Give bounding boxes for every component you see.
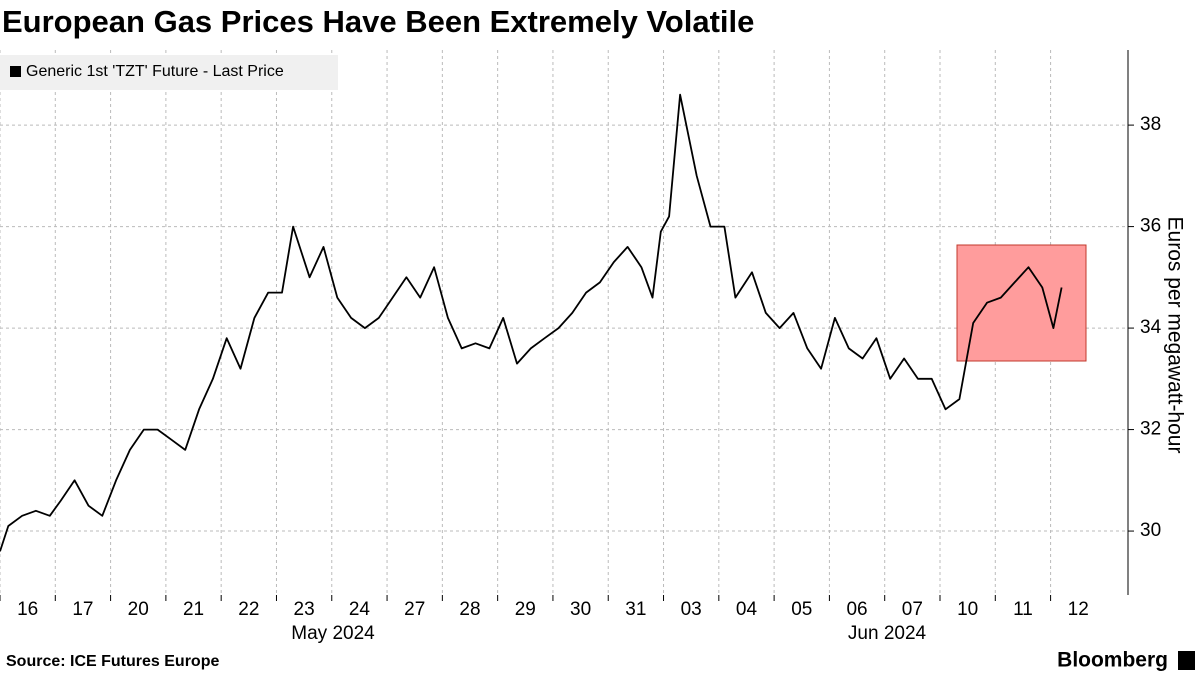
chart-title: European Gas Prices Have Been Extremely … bbox=[2, 4, 754, 39]
brand: Bloomberg bbox=[1057, 649, 1168, 672]
x-tick-label: 04 bbox=[736, 599, 758, 620]
x-tick-label: 21 bbox=[183, 599, 204, 620]
x-tick-label: 30 bbox=[570, 599, 591, 620]
month-label: May 2024 bbox=[291, 623, 375, 644]
x-tick-label: 29 bbox=[515, 599, 536, 620]
x-tick-label: 31 bbox=[625, 599, 646, 620]
x-tick-label: 12 bbox=[1068, 599, 1089, 620]
x-tick-label: 06 bbox=[846, 599, 867, 620]
highlight-box bbox=[956, 244, 1087, 362]
x-tick-label: 07 bbox=[902, 599, 923, 620]
x-tick-label: 16 bbox=[17, 599, 38, 620]
y-axis-label: Euros per megawatt-hour bbox=[1163, 217, 1186, 454]
x-tick-label: 24 bbox=[349, 599, 371, 620]
brand-icon bbox=[1178, 651, 1195, 670]
y-tick-label: 34 bbox=[1140, 317, 1162, 338]
x-tick-label: 11 bbox=[1013, 599, 1033, 620]
x-tick-label: 05 bbox=[791, 599, 812, 620]
x-tick-label: 10 bbox=[957, 599, 978, 620]
legend-swatch bbox=[10, 66, 21, 77]
legend-box bbox=[0, 55, 338, 90]
x-tick-label: 27 bbox=[404, 599, 425, 620]
legend-label: Generic 1st 'TZT' Future - Last Price bbox=[26, 63, 284, 80]
source: Source: ICE Futures Europe bbox=[6, 653, 219, 670]
month-label: Jun 2024 bbox=[848, 623, 927, 644]
y-tick-label: 36 bbox=[1140, 216, 1161, 237]
y-tick-label: 38 bbox=[1140, 114, 1161, 135]
x-tick-label: 20 bbox=[128, 599, 149, 620]
x-tick-label: 28 bbox=[459, 599, 480, 620]
price-line bbox=[0, 93, 1063, 552]
y-tick-label: 30 bbox=[1140, 520, 1161, 541]
x-tick-label: 17 bbox=[72, 599, 93, 620]
x-tick-label: 23 bbox=[294, 599, 315, 620]
x-tick-label: 22 bbox=[238, 599, 259, 620]
y-tick-label: 32 bbox=[1140, 419, 1161, 440]
x-tick-label: 03 bbox=[681, 599, 702, 620]
